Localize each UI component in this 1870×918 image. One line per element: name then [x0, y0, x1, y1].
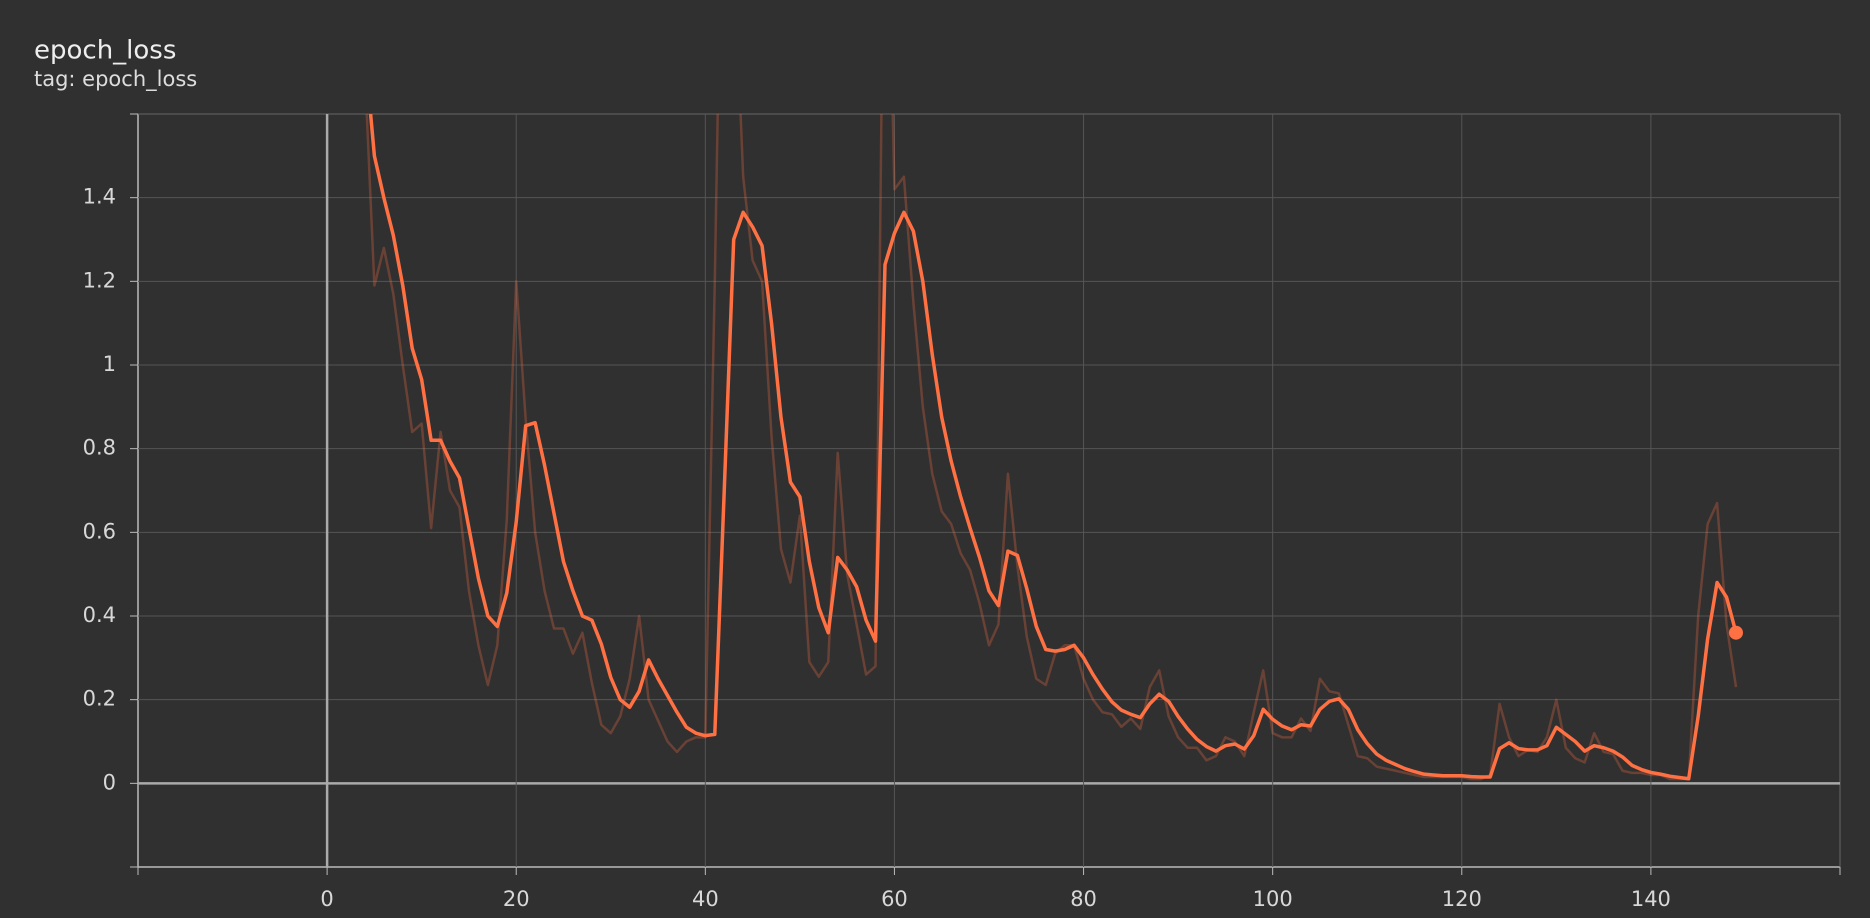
x-tick-label: 60	[881, 887, 908, 911]
x-tick-label: 40	[692, 887, 719, 911]
plot-area	[365, 114, 1743, 781]
y-tick-label: 0.6	[83, 519, 116, 543]
x-tick-label: 80	[1070, 887, 1097, 911]
chart-subtitle: tag: epoch_loss	[34, 67, 197, 92]
y-tick-label: 1	[103, 352, 116, 376]
chart-title: epoch_loss	[34, 36, 176, 66]
x-tick-label: 120	[1442, 887, 1482, 911]
y-tick-label: 0.4	[83, 603, 116, 627]
x-tick-label: 100	[1253, 887, 1293, 911]
y-tick-label: 0.8	[83, 436, 116, 460]
y-tick-label: 0	[103, 770, 116, 794]
smoothed-line	[368, 114, 1738, 781]
x-tick-label: 20	[503, 887, 530, 911]
last-point	[1728, 625, 1743, 640]
y-tick-label: 1.2	[83, 268, 116, 292]
x-tick-label: 0	[320, 887, 333, 911]
raw-line	[365, 114, 1738, 781]
x-tick-label: 140	[1631, 887, 1671, 911]
y-tick-label: 1.4	[83, 185, 116, 209]
grid: 0 0.2 0.4 0.6 0.8 1 1.2 1.4 0 20 40 60 80 100 120 140	[83, 113, 1841, 911]
y-tick-label: 0.2	[83, 687, 116, 711]
